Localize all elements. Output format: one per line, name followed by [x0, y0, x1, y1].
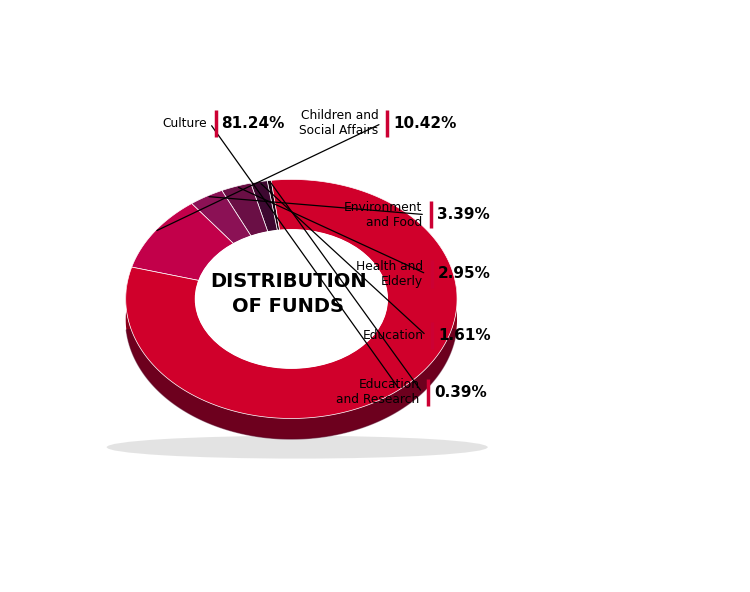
Text: 81.24%: 81.24% — [222, 116, 285, 131]
Polygon shape — [267, 181, 280, 230]
Text: 3.39%: 3.39% — [436, 207, 490, 222]
Text: 10.42%: 10.42% — [393, 116, 457, 131]
Polygon shape — [126, 179, 457, 419]
Text: DISTRIBUTION
OF FUNDS: DISTRIBUTION OF FUNDS — [210, 272, 367, 316]
Polygon shape — [132, 204, 234, 281]
Polygon shape — [126, 281, 457, 439]
Text: Culture: Culture — [163, 117, 207, 130]
Text: 1.61%: 1.61% — [438, 328, 491, 343]
Polygon shape — [222, 183, 268, 236]
Text: Children and
Social Affairs: Children and Social Affairs — [299, 110, 379, 137]
Polygon shape — [126, 326, 457, 439]
Text: Health and
Elderly: Health and Elderly — [356, 260, 423, 288]
Polygon shape — [251, 181, 278, 232]
Ellipse shape — [196, 230, 387, 368]
Text: 2.95%: 2.95% — [438, 266, 491, 281]
Text: 0.39%: 0.39% — [433, 385, 487, 400]
Text: Education
and Research: Education and Research — [336, 378, 419, 406]
Text: Environment
and Food: Environment and Food — [344, 201, 422, 229]
Polygon shape — [196, 292, 387, 389]
Polygon shape — [192, 191, 251, 244]
Ellipse shape — [106, 436, 488, 459]
Text: Education: Education — [362, 329, 423, 342]
